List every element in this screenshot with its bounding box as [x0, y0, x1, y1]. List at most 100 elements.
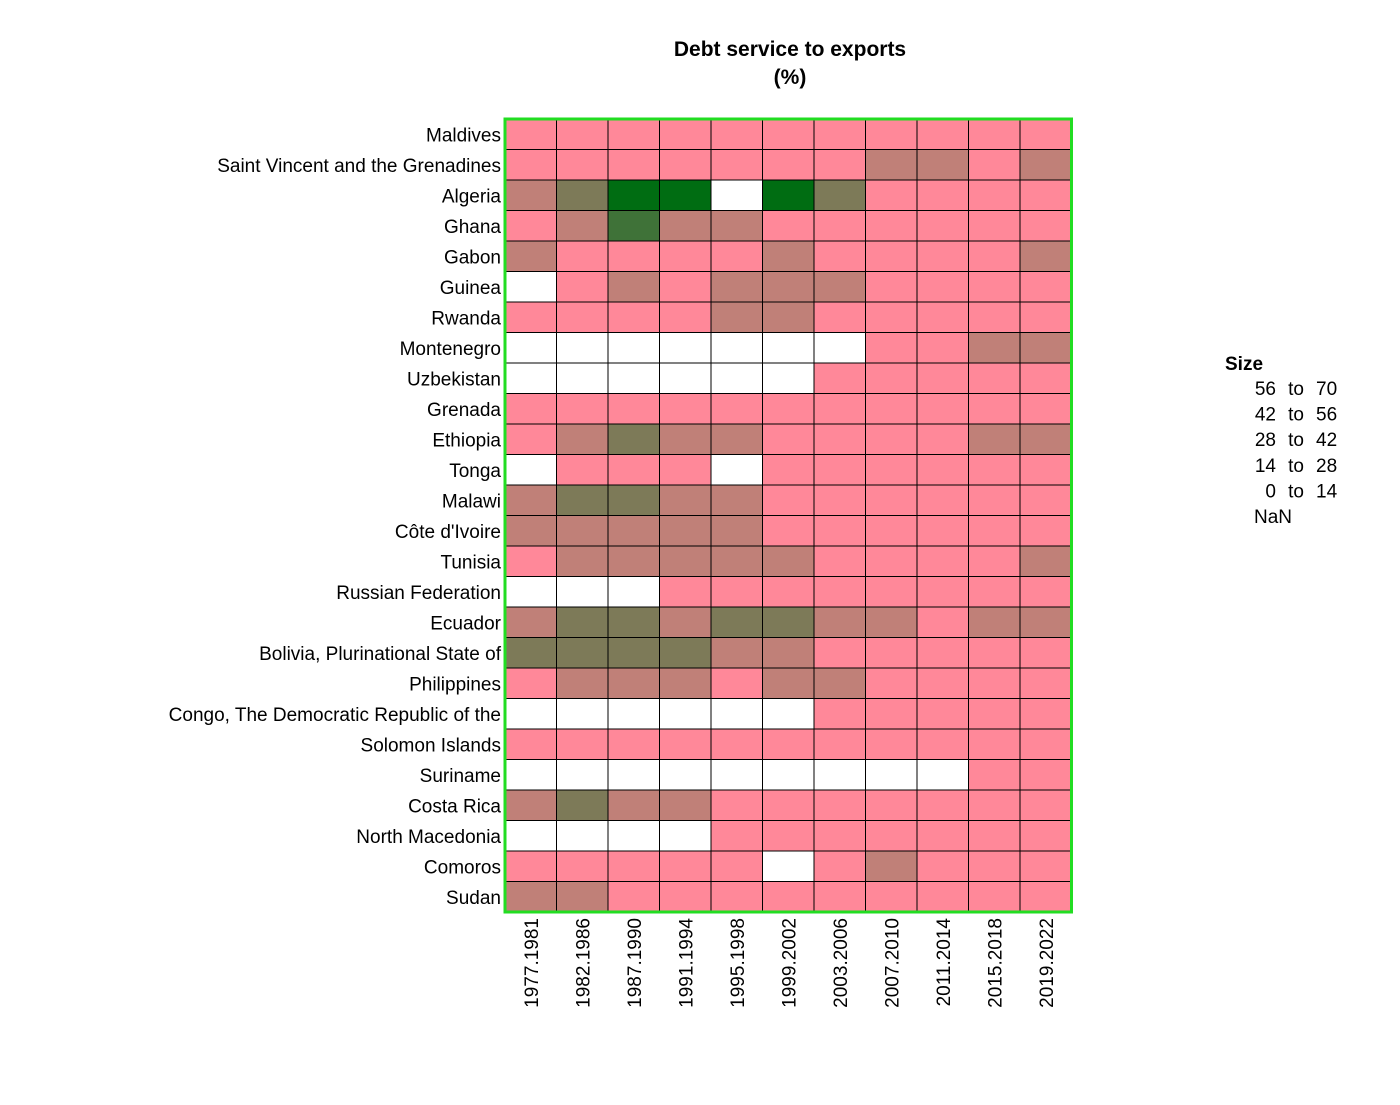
heatmap-cell: [813, 301, 866, 333]
heatmap-cell: [556, 881, 609, 913]
heatmap-cell: [710, 301, 763, 333]
heatmap-cell: [504, 240, 557, 272]
heatmap-cell: [1019, 820, 1072, 852]
heatmap-cell: [504, 484, 557, 516]
heatmap-cell: [1019, 881, 1072, 913]
heatmap-cell: [659, 637, 712, 669]
heatmap-cell: [504, 606, 557, 638]
heatmap-cell: [813, 820, 866, 852]
heatmap-cell: [762, 179, 815, 211]
heatmap-cell: [504, 362, 557, 394]
heatmap-cell: [556, 118, 609, 150]
heatmap-cell: [556, 637, 609, 669]
heatmap-cell: [659, 362, 712, 394]
heatmap-cell: [710, 271, 763, 303]
heatmap-cell: [762, 484, 815, 516]
heatmap-cell: [968, 606, 1021, 638]
heatmap-cell: [504, 728, 557, 760]
row-label: Ethiopia: [432, 430, 501, 451]
heatmap-cell: [865, 454, 918, 486]
heatmap-cell: [607, 820, 660, 852]
heatmap-cell: [607, 118, 660, 150]
heatmap-cell: [504, 301, 557, 333]
heatmap-cell: [659, 606, 712, 638]
heatmap-cell: [710, 332, 763, 364]
heatmap-cell: [762, 545, 815, 577]
heatmap-cell: [710, 881, 763, 913]
heatmap-cell: [710, 393, 763, 425]
heatmap-cell: [916, 484, 969, 516]
legend-range-high: 14: [1316, 481, 1338, 502]
heatmap-cell: [916, 423, 969, 455]
heatmap-cell: [556, 362, 609, 394]
heatmap-cell: [1019, 118, 1072, 150]
heatmap-cell: [607, 545, 660, 577]
heatmap-cell: [865, 393, 918, 425]
row-label: Grenada: [427, 400, 501, 421]
row-label: Solomon Islands: [361, 735, 501, 756]
heatmap-cell: [813, 698, 866, 730]
heatmap-cell: [916, 728, 969, 760]
heatmap-cell: [762, 240, 815, 272]
heatmap-cell: [865, 850, 918, 882]
heatmap-cell: [762, 149, 815, 181]
heatmap-cell: [813, 789, 866, 821]
heatmap-cell: [865, 667, 918, 699]
heatmap-cell: [968, 423, 1021, 455]
heatmap-cell: [556, 332, 609, 364]
heatmap-cell: [916, 881, 969, 913]
heatmap-cell: [659, 820, 712, 852]
heatmap-cell: [710, 484, 763, 516]
heatmap-cell: [659, 881, 712, 913]
heatmap-cell: [916, 667, 969, 699]
heatmap-cell: [1019, 698, 1072, 730]
heatmap-cell: [762, 789, 815, 821]
heatmap-cell: [762, 332, 815, 364]
heatmap-cell: [916, 789, 969, 821]
legend-range-high: 42: [1316, 430, 1337, 451]
column-labels: 1977.1981 1982.1986 1987.1990 1991.1994 1995…: [522, 918, 1058, 1008]
heatmap-cell: [916, 179, 969, 211]
heatmap-cell: [659, 759, 712, 791]
column-label: 2007.2010: [882, 918, 903, 1008]
heatmap-cell: [968, 454, 1021, 486]
column-label: 2011.2014: [934, 918, 955, 1007]
heatmap-cell: [916, 210, 969, 242]
heatmap-cell: [659, 301, 712, 333]
heatmap-cell: [607, 759, 660, 791]
heatmap-cell: [762, 454, 815, 486]
legend-range-low: 0: [1265, 481, 1276, 502]
legend-range-low: 28: [1255, 430, 1276, 451]
legend-range-to: to: [1288, 405, 1304, 426]
heatmap-cell: [865, 789, 918, 821]
heatmap-cell: [556, 271, 609, 303]
heatmap-cell: [762, 667, 815, 699]
heatmap-cell: [504, 118, 557, 150]
row-label: Rwanda: [431, 308, 501, 329]
heatmap-cell: [607, 454, 660, 486]
legend-range-high: 70: [1316, 379, 1337, 400]
row-label: Russian Federation: [336, 583, 501, 604]
heatmap-cell: [968, 240, 1021, 272]
heatmap-cell: [607, 728, 660, 760]
heatmap-cell: [504, 820, 557, 852]
heatmap-cell: [607, 789, 660, 821]
heatmap-cell: [504, 881, 557, 913]
heatmap-cell: [710, 789, 763, 821]
heatmap-cell: [916, 301, 969, 333]
heatmap-cell: [556, 698, 609, 730]
row-label: Gabon: [444, 247, 501, 268]
heatmap-cell: [607, 179, 660, 211]
heatmap-cell: [916, 637, 969, 669]
row-label: Algeria: [442, 186, 502, 207]
heatmap-cell: [865, 637, 918, 669]
heatmap-cell: [968, 728, 1021, 760]
heatmap-cell: [865, 240, 918, 272]
heatmap-cell: [865, 271, 918, 303]
row-label: Tonga: [449, 461, 501, 482]
row-label: Costa Rica: [408, 796, 501, 817]
heatmap-cell: [813, 423, 866, 455]
heatmap-cell: [659, 789, 712, 821]
heatmap-cell: [659, 667, 712, 699]
